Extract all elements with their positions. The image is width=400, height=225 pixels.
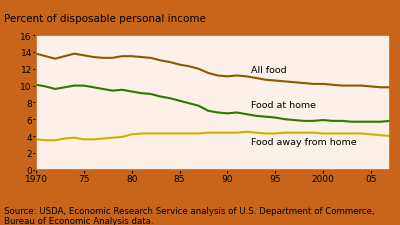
Text: Source: USDA, Economic Research Service analysis of U.S. Department of Commerce,: Source: USDA, Economic Research Service … [4,206,375,225]
Text: Percent of disposable personal income: Percent of disposable personal income [4,14,206,24]
Text: Food away from home: Food away from home [251,137,357,146]
Text: Food at home: Food at home [251,101,316,110]
Text: All food: All food [251,65,287,74]
